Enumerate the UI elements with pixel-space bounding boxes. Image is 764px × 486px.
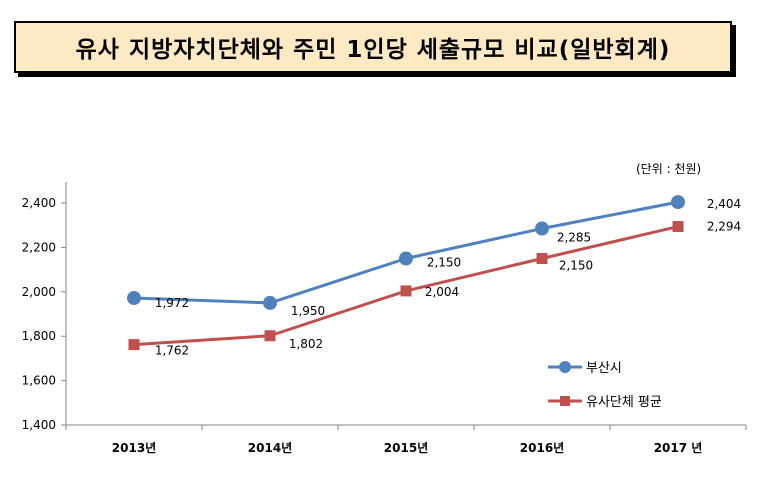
data-label: 1,802 xyxy=(289,337,323,351)
data-label: 1,762 xyxy=(155,344,189,358)
data-label: 1,972 xyxy=(155,296,189,310)
data-point-circle xyxy=(263,295,277,310)
data-label: 2,404 xyxy=(707,197,741,211)
legend-marker-circle xyxy=(559,361,571,373)
legend-label: 부산시 xyxy=(586,361,622,376)
legend-marker-square xyxy=(560,396,570,406)
x-tick-label: 2017 년 xyxy=(654,441,703,455)
title-box: 유사 지방자치단체와 주민 1인당 세출규모 비교(일반회계) xyxy=(14,21,732,73)
data-point-circle xyxy=(127,291,141,306)
data-label: 2,285 xyxy=(557,231,591,245)
x-tick-label: 2015년 xyxy=(384,441,428,455)
y-tick-label: 2,400 xyxy=(22,196,56,210)
y-tick-label: 2,200 xyxy=(22,240,56,254)
data-point-square xyxy=(536,253,548,264)
unit-note: (단위 : 천원) xyxy=(636,162,702,176)
y-tick-label: 1,600 xyxy=(22,374,56,388)
data-point-square xyxy=(400,285,412,297)
data-point-circle xyxy=(399,251,413,266)
chart-title: 유사 지방자치단체와 주민 1인당 세출규모 비교(일반회계) xyxy=(75,37,671,63)
data-point-square xyxy=(264,330,276,342)
y-tick-label: 1,800 xyxy=(22,329,56,343)
data-label: 2,150 xyxy=(427,256,461,270)
data-label: 1,950 xyxy=(291,304,325,318)
x-tick-label: 2014년 xyxy=(248,441,292,455)
data-point-circle xyxy=(535,221,549,236)
data-label: 2,004 xyxy=(425,285,459,299)
data-point-square xyxy=(128,339,140,351)
x-tick-label: 2016년 xyxy=(520,441,564,455)
data-point-circle xyxy=(671,195,685,210)
legend-label: 유사단체 평균 xyxy=(586,395,662,410)
y-tick-label: 2,000 xyxy=(22,285,56,299)
data-label: 2,150 xyxy=(559,259,593,273)
x-tick-label: 2013년 xyxy=(112,441,156,455)
data-label: 2,294 xyxy=(707,220,741,234)
data-point-square xyxy=(672,221,684,233)
y-tick-label: 1,400 xyxy=(22,418,56,432)
